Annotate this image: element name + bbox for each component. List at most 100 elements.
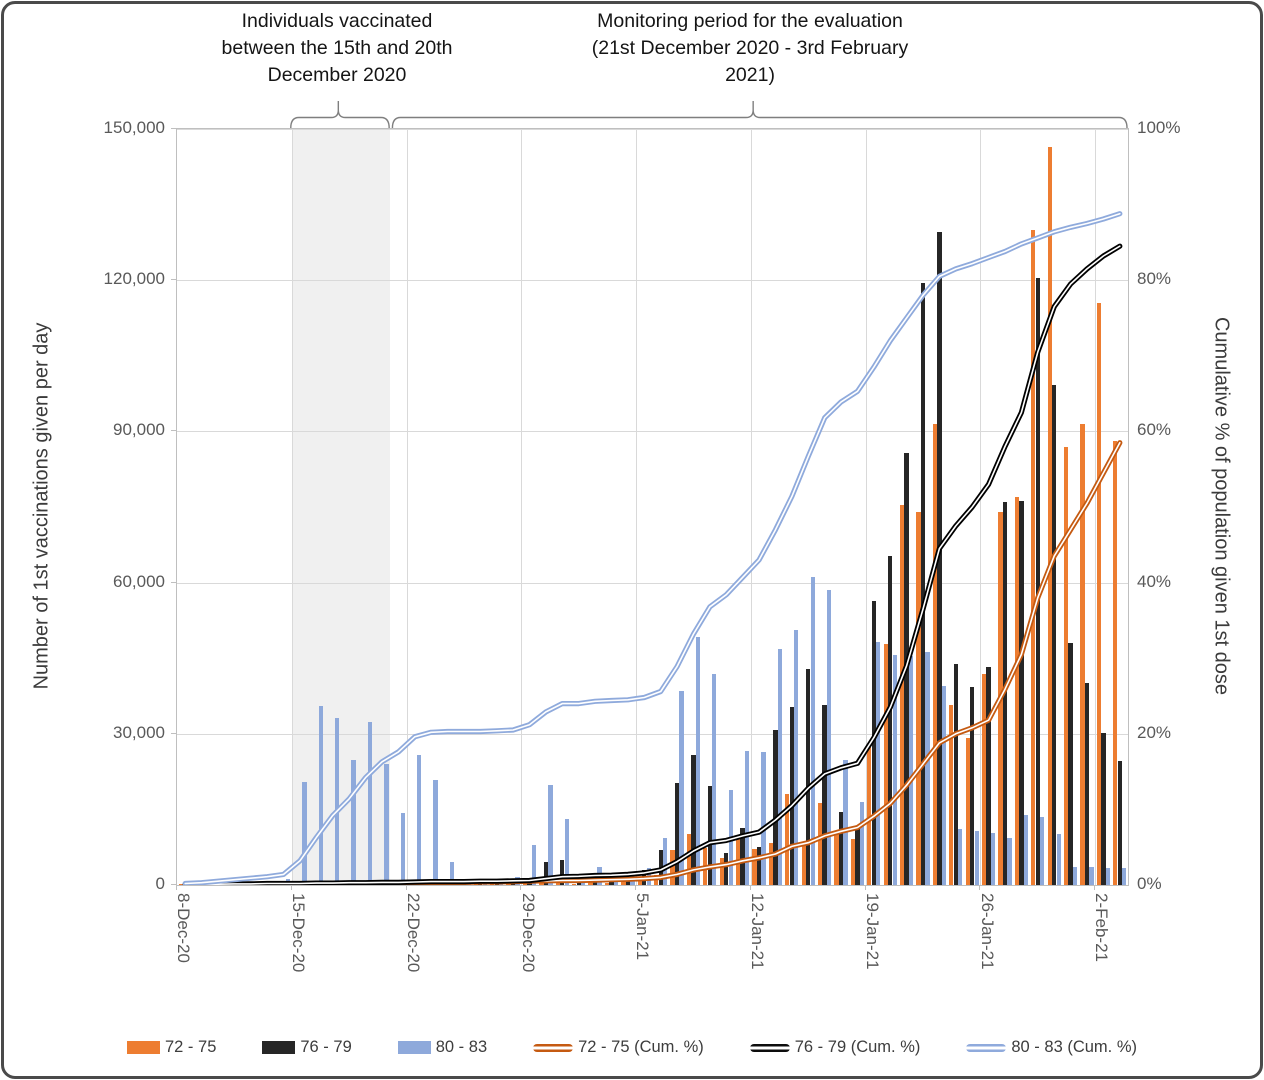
bar-76-79-day53 [1052,385,1057,885]
bar-80-83-day44 [908,655,914,885]
bar-72-75-day24 [572,883,577,885]
bar-76-79-day54 [1068,643,1073,885]
left-axis-tick-label: 150,000 [103,118,165,137]
left-axis-tick-label: 0 [155,874,165,893]
vertical-gridline [636,129,638,885]
legend-item-80-83-cum: 80 - 83 (Cum. %) [966,1038,1137,1057]
right-axis-tick-label: 0% [1137,874,1162,893]
x-axis-tick-mark [635,885,637,890]
bar-72-75-day52 [1031,229,1036,885]
bar-72-75-day27 [621,880,626,885]
bar-80-83-day50 [1007,837,1012,885]
bar-80-83-day57 [1122,867,1127,885]
bar-80-83-day52 [1040,817,1045,885]
bar-76-79-day42 [871,600,876,885]
bar-80-83-day56 [1105,867,1110,885]
bar-80-83-day38 [810,576,815,885]
bar-80-83-day16 [449,861,455,885]
bar-76-79-day36 [773,729,778,885]
bar-76-79-day51 [1019,500,1024,885]
right-axis-tick-label: 60% [1137,420,1172,440]
bar-72-75-day35 [752,848,757,885]
bar-80-83-day46 [941,686,947,885]
bar-72-75-day48 [965,737,970,885]
bar-76-79-day41 [855,825,860,885]
bar-76-79-day24 [576,882,581,885]
left-axis-tick-mark [171,581,176,583]
legend-item-76-79: 76 - 79 [262,1038,352,1057]
vertical-gridline [750,129,752,885]
bar-72-75-day55 [1080,424,1085,885]
vertical-gridline [406,129,408,885]
bar-76-79-day57 [1117,761,1122,885]
legend-label: 76 - 79 [300,1038,352,1056]
bar-76-79-day35 [756,846,762,885]
bar-76-79-day45 [920,283,926,885]
bar-80-83-day54 [1072,867,1078,885]
bar-80-83-day27 [630,880,635,885]
bar-72-75-day43 [883,644,888,885]
bar-76-79-day33 [724,852,729,885]
bar-72-75-day54 [1063,446,1069,885]
x-axis-tick-mark [1094,885,1096,890]
bar-80-83-day10 [351,760,356,885]
horizontal-gridline [177,733,1128,735]
bar-76-79-day37 [789,706,794,885]
bar-80-83-day9 [335,717,340,885]
bar-80-83-day12 [384,764,389,885]
legend-bar-swatch-black [262,1041,296,1054]
bar-80-83-day47 [958,828,963,885]
right-axis-title: Cumulative % of population given 1st dos… [1210,316,1233,696]
bar-80-83-day14 [417,754,422,885]
x-axis-tick-mark [290,885,292,890]
bar-72-75-day57 [1113,441,1118,885]
bar-72-75-day44 [899,504,905,885]
bar-72-75-day0 [178,884,183,885]
bar-80-83-day43 [892,655,897,885]
legend-item-80-83: 80 - 83 [397,1038,487,1057]
cumulative-lines-layer [182,211,1123,885]
left-axis-tick-label: 90,000 [113,420,165,440]
bar-72-75-day31 [686,833,692,885]
left-axis-title: Number of 1st vaccinations given per day [30,322,53,690]
bar-76-79-day26 [609,881,614,885]
legend-label: 72 - 75 (Cum. %) [578,1038,704,1056]
bar-72-75-day46 [932,424,938,885]
bar-80-83-day51 [1023,815,1029,885]
bar-80-83-day32 [712,674,717,885]
bar-80-83-day48 [974,830,979,885]
right-axis-tick-label: 20% [1137,722,1172,742]
x-axis-tick-mark [520,885,522,890]
x-axis-tick-mark [749,885,751,890]
bar-76-79-day49 [986,667,991,885]
legend-item-72-75-cum: 72 - 75 (Cum. %) [533,1038,704,1057]
legend-line-swatch-blue [966,1043,1007,1052]
vertical-gridline [521,129,523,885]
left-axis-tick-label: 60,000 [113,571,165,591]
bar-72-75-day30 [670,849,675,885]
vertical-gridline [865,129,867,885]
bar-72-75-day40 [834,830,839,885]
bar-80-83-day35 [761,751,766,885]
bar-76-79-day39 [822,704,827,885]
bar-76-79-day55 [1084,683,1090,885]
left-axis-tick-label: 30,000 [113,722,165,742]
legend-label: 76 - 79 (Cum. %) [794,1038,921,1056]
bar-80-83-day39 [826,589,832,885]
bar-72-75-day26 [604,882,610,885]
x-axis-tick-mark [405,885,407,890]
bar-72-75-day37 [785,794,790,885]
left-axis-tick-mark [171,884,176,885]
bar-80-83-day55 [1089,866,1094,885]
bar-72-75-day25 [588,881,593,885]
bar-76-79-day23 [560,859,565,885]
bar-76-79-day40 [838,812,844,885]
bar-76-79-day48 [970,687,975,885]
horizontal-gridline [177,129,1128,130]
legend-line-swatch-black [749,1043,790,1052]
bar-80-83-day11 [367,722,373,885]
bar-80-83-day26 [613,881,619,885]
cumulative-line-80-83(Cum.%) [184,212,1121,885]
bar-80-83-day22 [548,784,553,885]
bar-76-79-day43 [888,556,893,885]
